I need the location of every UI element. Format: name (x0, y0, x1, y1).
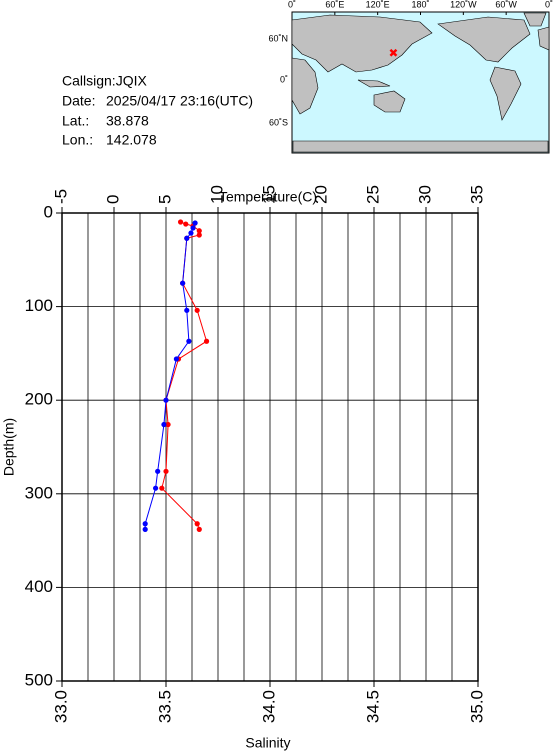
map-lat-label: 0˚ (280, 74, 288, 84)
temperature-tick-label: 30 (415, 185, 434, 204)
temperature-point (183, 221, 189, 227)
map-lon-label: 60˚W (495, 0, 517, 9)
lat: 38.878 (106, 113, 149, 129)
y-tick-label: 500 (25, 670, 53, 689)
callsign: Callsign:JQIX (62, 73, 147, 89)
salinity-point (180, 280, 186, 286)
temperature-point (163, 468, 169, 474)
temperature-tick-label: -5 (51, 189, 70, 204)
temperature-tick-label: 5 (155, 195, 174, 204)
y-tick-label: 100 (25, 296, 53, 315)
salinity-point (163, 397, 169, 403)
map-lon-label: 120˚E (366, 0, 390, 9)
salinity-point (161, 421, 167, 428)
map-marker (389, 48, 398, 57)
salinity-tick-label: 33.0 (51, 690, 70, 723)
salinity-point (142, 521, 148, 527)
temperature-point (159, 485, 165, 491)
temperature-point (203, 338, 210, 344)
temperature-point (177, 219, 184, 225)
map-land (291, 12, 550, 153)
salinity-point (142, 526, 148, 532)
salinity-point (155, 468, 161, 474)
date-label: Date: (62, 93, 95, 109)
salinity-point (188, 230, 194, 236)
depth-axis-title: Depth(m) (1, 418, 17, 476)
y-tick-label: 200 (25, 390, 53, 409)
map-lon-label: 60˚E (325, 0, 344, 9)
temperature-point (165, 421, 171, 428)
salinity-line (144, 222, 196, 530)
salinity-point (192, 220, 198, 226)
salinity-point (184, 307, 190, 313)
lat-label: Lat.: (62, 113, 89, 129)
salinity-point (153, 485, 159, 491)
map-lon-label: 0˚ (288, 0, 296, 9)
map-lat-label: 60˚N (268, 33, 288, 43)
temperature-axis-title: Temperature(C) (219, 189, 317, 205)
temperature-point (194, 307, 200, 313)
y-tick-label: 400 (25, 577, 53, 596)
temperature-tick-label: 25 (363, 185, 382, 204)
y-tick-label: 0 (44, 202, 53, 221)
salinity-tick-label: 33.5 (155, 690, 174, 723)
temperature-tick-label: 35 (467, 185, 486, 204)
temperature-tick-label: 20 (311, 185, 330, 204)
salinity-tick-label: 35.0 (467, 690, 486, 723)
map (291, 11, 550, 154)
temperature-point (196, 526, 202, 532)
salinity-point (190, 225, 196, 231)
map-lon-label: 0˚ (545, 0, 553, 9)
temperature-tick-label: 0 (103, 195, 122, 204)
temperature-point (196, 228, 202, 234)
lon: 142.078 (106, 132, 157, 148)
temperature-point (196, 232, 202, 238)
salinity-tick-label: 34.5 (363, 690, 382, 723)
temperature-tick-label: 15 (259, 185, 278, 204)
lon-label: Lon.: (62, 132, 93, 148)
info: Callsign:JQIX Date: 2025/04/17 23:16(UTC… (62, 73, 253, 148)
salinity-point (173, 356, 179, 362)
temperature-line (161, 221, 208, 530)
map-lat-label: 60˚S (269, 117, 288, 127)
salinity-point (184, 235, 190, 241)
temperature-tick-label: 10 (207, 185, 226, 204)
map-lon-label: 180˚ (411, 0, 429, 9)
salinity-axis-title: Salinity (245, 735, 290, 751)
temperature-point (194, 521, 200, 527)
date: 2025/04/17 23:16(UTC) (106, 93, 253, 109)
salinity-tick-label: 34.0 (259, 690, 278, 723)
salinity-point (186, 338, 192, 344)
y-tick-label: 300 (25, 483, 53, 502)
map-lon-label: 120˚W (450, 0, 477, 9)
